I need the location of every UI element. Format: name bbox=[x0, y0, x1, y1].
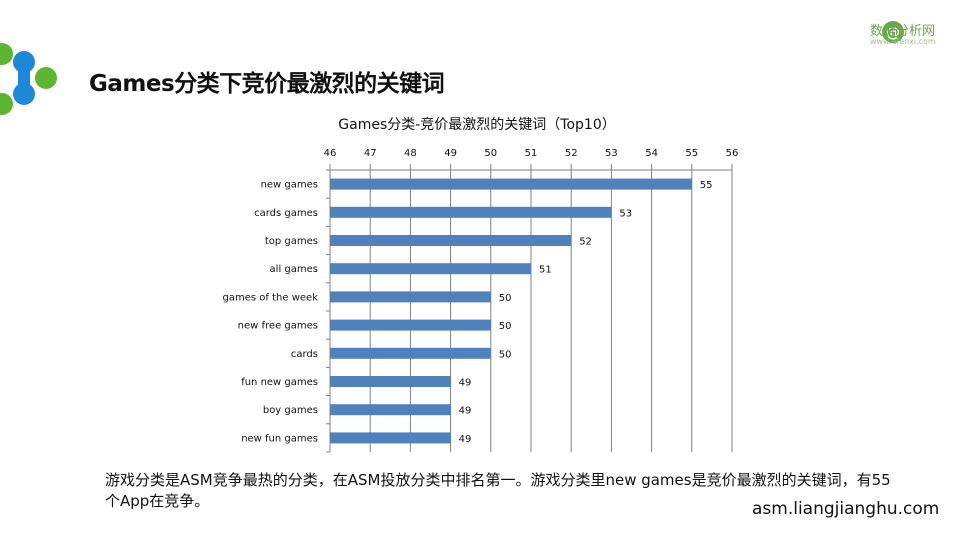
category-label: games of the week bbox=[223, 292, 319, 303]
data-label: 51 bbox=[539, 265, 552, 276]
data-label: 50 bbox=[499, 293, 512, 304]
svg-text:@: @ bbox=[886, 25, 900, 41]
logo-icon bbox=[0, 43, 57, 115]
x-tick-label: 48 bbox=[404, 148, 417, 159]
site-url: asm.liangjianghu.com bbox=[752, 499, 940, 519]
brand-url: www.afenxi.com bbox=[870, 37, 936, 46]
summary-text: 游戏分类是ASM竞争最热的分类，在ASM投放分类中排名第一。游戏分类里new g… bbox=[105, 471, 891, 510]
category-label: fun new games bbox=[241, 377, 318, 388]
category-label: all games bbox=[270, 264, 318, 275]
bar bbox=[330, 178, 692, 190]
data-label: 53 bbox=[619, 208, 632, 219]
bar bbox=[330, 432, 451, 444]
x-tick-label: 54 bbox=[645, 148, 658, 159]
data-label: 55 bbox=[700, 180, 713, 191]
category-label: top games bbox=[265, 236, 318, 247]
data-label: 49 bbox=[459, 406, 472, 417]
chart-title: Games分类-竞价最激烈的关键词（Top10） bbox=[338, 116, 615, 133]
x-tick-label: 51 bbox=[525, 148, 538, 159]
data-label: 50 bbox=[499, 349, 512, 360]
bar bbox=[330, 263, 531, 275]
bar bbox=[330, 206, 612, 218]
brand-logo-icon: @ bbox=[882, 21, 904, 43]
data-label: 49 bbox=[459, 434, 472, 445]
data-label: 52 bbox=[579, 237, 592, 248]
bar bbox=[330, 376, 451, 387]
x-tick-label: 47 bbox=[364, 148, 377, 159]
bar bbox=[330, 347, 491, 359]
bar bbox=[330, 319, 491, 331]
brand-name: 数据分析网 bbox=[870, 24, 936, 39]
data-label: 50 bbox=[499, 321, 512, 332]
category-label: boy games bbox=[263, 405, 318, 416]
x-tick-label: 52 bbox=[565, 148, 578, 159]
category-label: new fun games bbox=[241, 433, 318, 444]
x-tick-label: 53 bbox=[605, 148, 618, 159]
category-label: new games bbox=[261, 180, 318, 191]
category-label: new free games bbox=[238, 321, 318, 332]
x-tick-label: 50 bbox=[484, 148, 497, 159]
x-tick-label: 56 bbox=[726, 148, 739, 159]
page-title: Games分类下竞价最激烈的关键词 bbox=[89, 71, 445, 97]
bar bbox=[330, 235, 572, 246]
category-label: cards bbox=[291, 349, 318, 360]
data-label: 49 bbox=[459, 378, 472, 389]
x-tick-label: 55 bbox=[685, 148, 698, 159]
category-label: cards games bbox=[254, 208, 318, 219]
x-tick-label: 49 bbox=[444, 148, 457, 159]
bar bbox=[330, 291, 491, 303]
bar bbox=[330, 404, 451, 416]
x-tick-label: 46 bbox=[324, 148, 337, 159]
